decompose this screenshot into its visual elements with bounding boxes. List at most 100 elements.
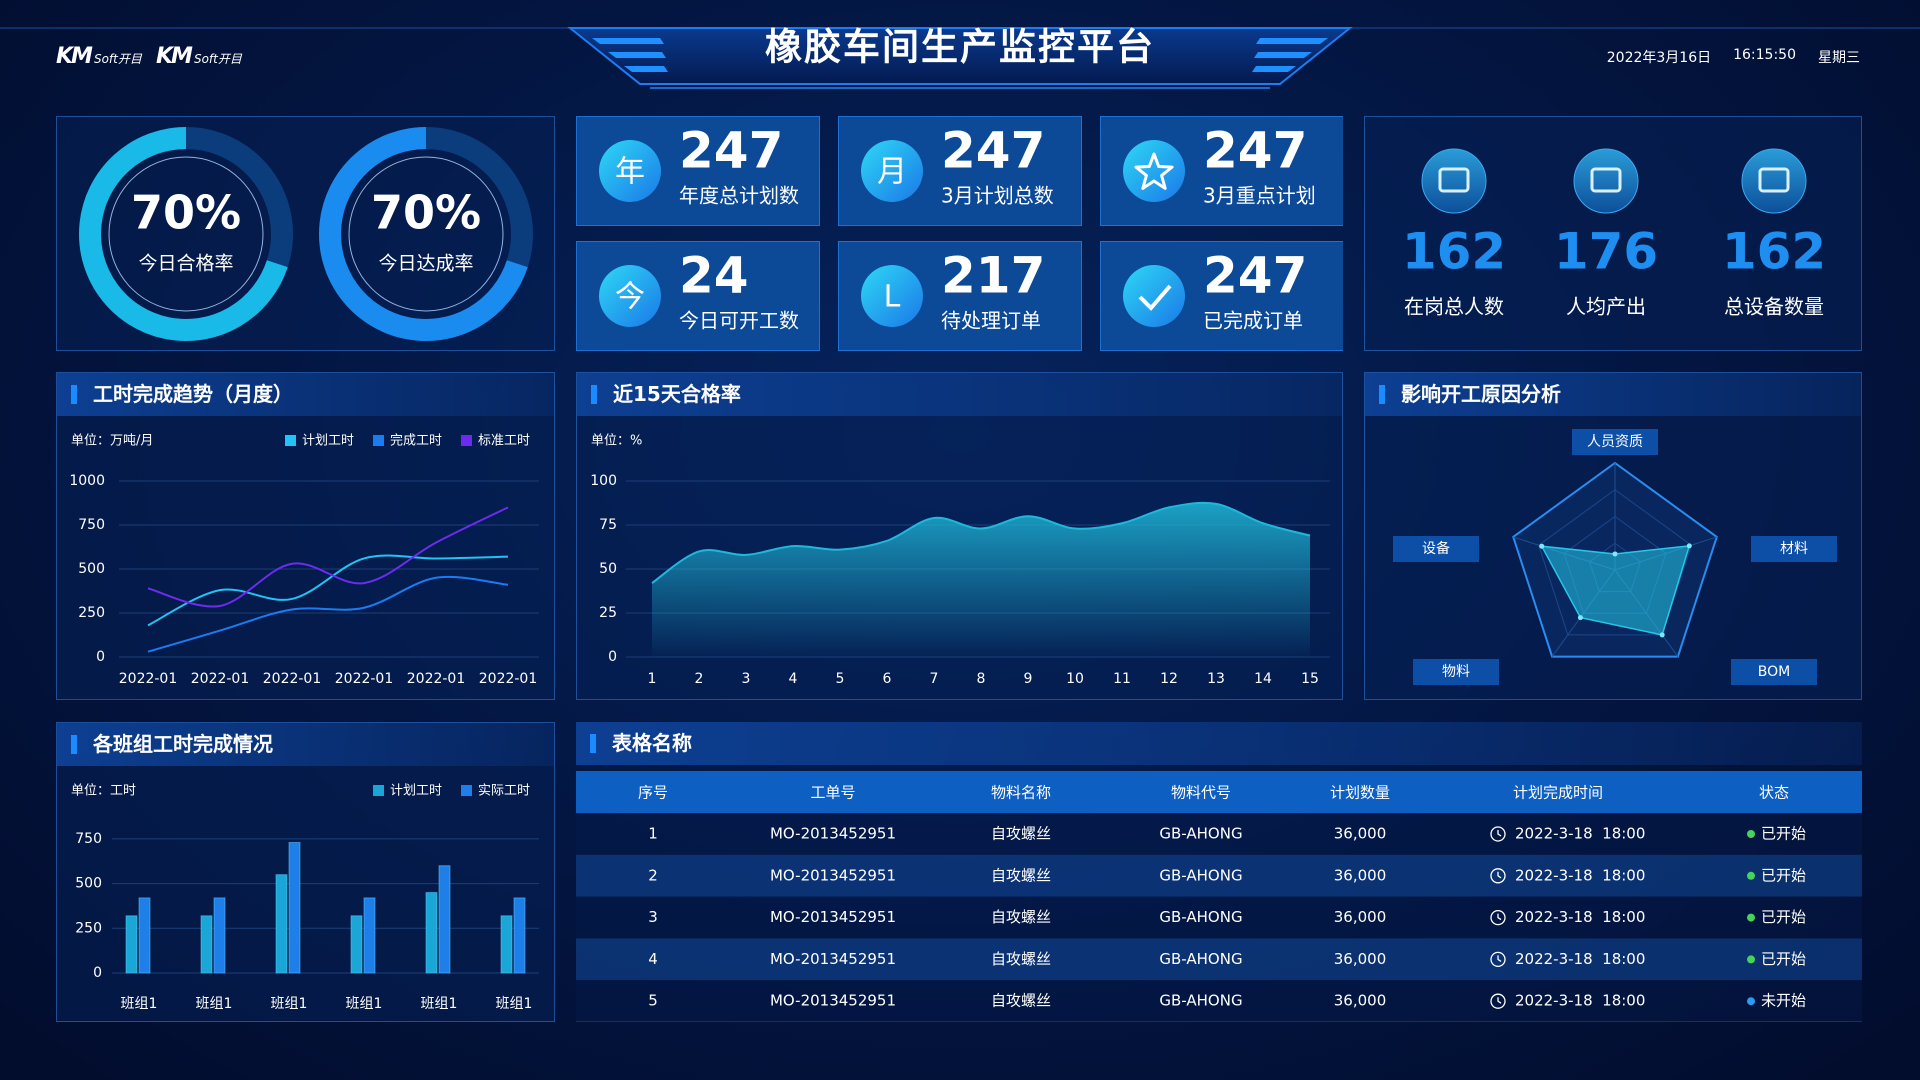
clock-icon	[1490, 951, 1506, 968]
table-row	[576, 896, 1862, 939]
clock-hands	[1497, 913, 1502, 921]
series-line	[147, 506, 509, 608]
clock-icon	[1490, 909, 1506, 926]
y-tick-label: 0	[608, 649, 617, 665]
clock-hands	[1497, 871, 1502, 879]
column-header: 状态	[1759, 784, 1789, 802]
bar-chart: 单位：工时 计划工时 实际工时 0 250 500 750 班组1 班组1 班组1 班组1 班组1 班组…	[71, 784, 539, 1012]
gauge-value: 70%	[371, 186, 481, 240]
legend-swatch	[285, 435, 296, 446]
cell: MO-2013452951	[770, 992, 896, 1010]
stat-icon-check	[1138, 284, 1172, 311]
people-label: 人均产出	[1566, 295, 1646, 319]
x-tick-label: 2022-01	[335, 671, 394, 687]
x-tick-label: 8	[977, 671, 986, 687]
stat-label: 待处理订单	[941, 309, 1041, 333]
legend-swatch	[373, 435, 384, 446]
x-tick-label: 5	[836, 671, 845, 687]
cell: 自攻螺丝	[991, 908, 1051, 926]
x-tick-label: 班组1	[421, 996, 458, 1012]
y-tick-label: 250	[78, 605, 105, 621]
x-tick-label: 2022-01	[479, 671, 538, 687]
table-row	[576, 938, 1862, 981]
column-header: 物料代号	[1171, 784, 1231, 802]
gauge-panel: 70% 今日合格率 70% 今日达成率	[56, 116, 555, 351]
stat-label: 3月重点计划	[1203, 184, 1316, 208]
column-header: 工单号	[810, 784, 855, 802]
cell: 2022-3-18 18:00	[1515, 908, 1645, 926]
clock-icon	[1490, 826, 1506, 842]
people-panel: 162 在岗总人数 176 人均产出 162 总设备数量	[1364, 116, 1862, 351]
panel-title: 近15天合格率	[577, 373, 1342, 416]
cell: 36,000	[1334, 992, 1387, 1010]
cell: 2	[648, 866, 658, 884]
legend-swatch	[373, 785, 384, 796]
line-chart: 单位：万吨/月 计划工时 完成工时 标准工时 0 250 500 750 1000 2022-01…	[69, 434, 539, 687]
cell: GB-AHONG	[1159, 866, 1242, 884]
people-icon-glyph	[1438, 167, 1470, 193]
cell: 4	[648, 950, 658, 968]
people-value: 162	[1402, 223, 1506, 281]
x-tick-label: 6	[883, 671, 892, 687]
x-tick-label: 13	[1207, 671, 1225, 687]
table-header-row	[576, 771, 1862, 813]
gauge-label: 今日合格率	[138, 253, 233, 275]
stat-value: 247	[941, 122, 1045, 180]
area-fill	[652, 502, 1310, 657]
area-line	[651, 501, 1311, 584]
y-tick-label: 250	[75, 920, 102, 936]
table-row	[576, 980, 1862, 1022]
cell: 2022-3-18 18:00	[1515, 866, 1645, 884]
y-tick-label: 25	[599, 605, 617, 621]
gauge-label: 今日达成率	[378, 253, 473, 275]
x-tick-label: 班组1	[271, 996, 308, 1012]
column-header: 计划完成时间	[1513, 784, 1603, 802]
unit-label: 单位：%	[591, 434, 642, 449]
y-tick-label: 750	[78, 517, 105, 533]
stat-value: 217	[941, 247, 1045, 305]
indicator-label: 材料	[1780, 541, 1808, 557]
bar	[363, 897, 376, 974]
x-tick-label: 4	[789, 671, 798, 687]
stat-value: 247	[1203, 122, 1307, 180]
bar	[275, 874, 288, 974]
table-row	[576, 854, 1862, 897]
logo-text: Soft开目	[93, 52, 142, 66]
stat-icon	[861, 140, 923, 202]
indicator-box	[1413, 659, 1499, 685]
y-tick-label: 100	[590, 473, 617, 489]
cell: MO-2013452951	[770, 950, 896, 968]
people-icon-glyph	[1758, 167, 1790, 193]
cell: 已开始	[1761, 950, 1806, 968]
y-tick-label: 75	[599, 517, 617, 533]
people-icon	[1741, 148, 1807, 214]
indicator-box	[1751, 536, 1837, 562]
clock-icon	[1490, 993, 1506, 1009]
time: 16:15:50	[1733, 47, 1796, 63]
bar	[500, 915, 513, 974]
indicator-box	[1731, 659, 1817, 685]
bar	[288, 841, 301, 974]
header-decoration: 橡胶车间生产监控平台	[0, 26, 1920, 89]
stat-value: 247	[679, 122, 783, 180]
stat-label: 3月计划总数	[941, 184, 1054, 208]
stat-icon	[599, 265, 661, 327]
radar-point	[1539, 543, 1545, 549]
indicator-label: BOM	[1758, 664, 1790, 680]
cell: 2022-3-18 18:00	[1515, 992, 1645, 1010]
y-tick-label: 1000	[69, 473, 105, 489]
radar-point	[1686, 543, 1692, 549]
datetime: 2022年3月16日 16:15:50 星期三	[1607, 47, 1860, 67]
x-tick-label: 10	[1066, 671, 1084, 687]
legend-label: 标准工时	[478, 434, 530, 449]
people-icon	[1421, 148, 1487, 214]
indicator-box	[1393, 536, 1479, 562]
column-header: 物料名称	[991, 784, 1051, 802]
cell: 已开始	[1761, 866, 1806, 884]
y-tick-label: 0	[93, 965, 102, 981]
gauge-inner	[348, 156, 504, 312]
cell: GB-AHONG	[1159, 825, 1242, 843]
panel-title: 工时完成趋势（月度）	[57, 373, 554, 416]
